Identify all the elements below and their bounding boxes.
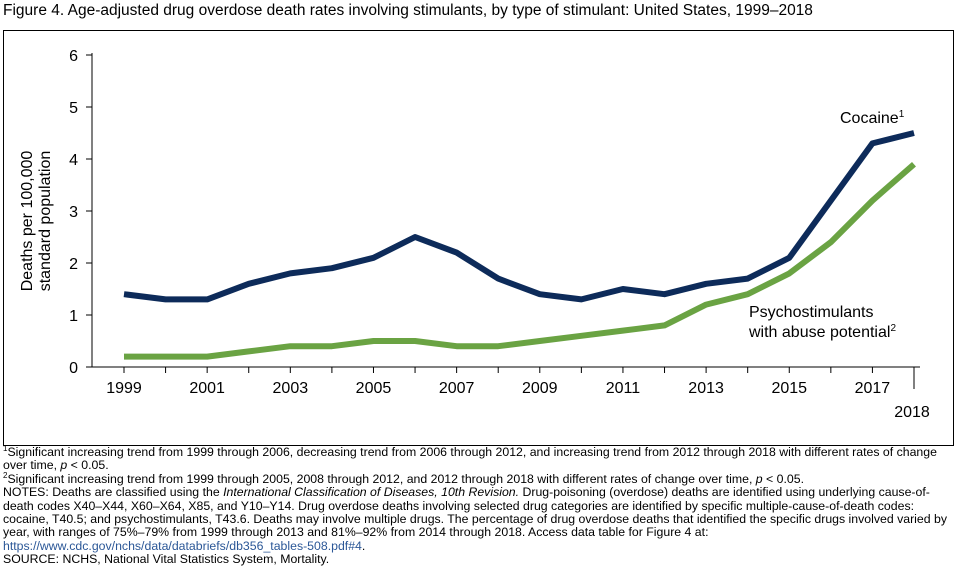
- footnote-2-tail: < 0.05.: [762, 471, 805, 486]
- x-tick-label: 2011: [606, 380, 641, 397]
- footnote-1-p: p: [60, 458, 68, 473]
- y-tick-label: 4: [69, 152, 78, 169]
- y-axis-title-line: Deaths per 100,000: [19, 151, 36, 292]
- y-tick-label: 0: [69, 360, 78, 377]
- psychostimulants-series-label: with abuse potential2: [748, 323, 896, 341]
- source-line: SOURCE: NCHS, National Vital Statistics …: [3, 552, 330, 567]
- footnote-1-text: Significant increasing trend from 1999 t…: [3, 445, 937, 473]
- x-tick-label: 1999: [106, 380, 142, 397]
- y-tick-label: 6: [69, 48, 78, 65]
- footnote-1-tail: < 0.05.: [67, 458, 109, 473]
- y-tick-label: 3: [69, 204, 78, 221]
- x-tick-label: 2017: [855, 380, 891, 397]
- notes-text-b: Drug-poisoning (overdose) deaths are ide…: [3, 485, 947, 540]
- footnote-2: 2Significant increasing trend from 1999 …: [3, 470, 953, 486]
- x-tick-label: 2015: [771, 380, 807, 397]
- x-tick-label: 2007: [439, 380, 475, 397]
- x-tick-label: 2003: [273, 380, 309, 397]
- footnote-2-text: Significant increasing trend from 1999 t…: [7, 471, 756, 486]
- notes-text-a: NOTES: Deaths are classified using the: [3, 485, 224, 500]
- y-axis-title-line: standard population: [37, 151, 54, 292]
- y-tick-label: 2: [69, 256, 78, 273]
- footnote-2-p: p: [755, 471, 763, 486]
- notes-icd: International Classification of Diseases…: [223, 485, 520, 500]
- x-tick-label: 2013: [688, 380, 724, 397]
- notes-end: .: [361, 538, 366, 553]
- footnotes: 1Significant increasing trend from 1999 …: [3, 443, 953, 567]
- notes-paragraph: NOTES: Deaths are classified using the I…: [3, 485, 953, 553]
- x-tick-label: 2005: [356, 380, 392, 397]
- footnote-1: 1Significant increasing trend from 1999 …: [3, 443, 953, 473]
- figure-title: Figure 4. Age-adjusted drug overdose dea…: [3, 2, 813, 19]
- cocaine-series-label: Cocaine1: [840, 109, 905, 127]
- chart-frame: 0 1 2 3 4 5 6 Deaths per 100,000 standard popula…: [3, 30, 954, 446]
- x-tick-label-end: 2018: [894, 404, 930, 421]
- x-tick-label: 2001: [189, 380, 225, 397]
- y-tick-label: 5: [69, 100, 78, 117]
- data-table-link[interactable]: https://www.cdc.gov/nchs/data/databriefs…: [3, 538, 362, 553]
- psychostimulants-series-line: [124, 161, 916, 360]
- footnote-2-marker: 2: [3, 470, 8, 480]
- psychostimulants-series-label: Psychostimulants: [749, 304, 874, 321]
- footnote-1-marker: 1: [3, 443, 8, 453]
- y-tick-label: 1: [69, 308, 78, 325]
- line-chart: 0 1 2 3 4 5 6 Deaths per 100,000 standard popula…: [19, 48, 930, 421]
- cocaine-series-line: [123, 130, 915, 303]
- x-tick-label: 2009: [522, 380, 558, 397]
